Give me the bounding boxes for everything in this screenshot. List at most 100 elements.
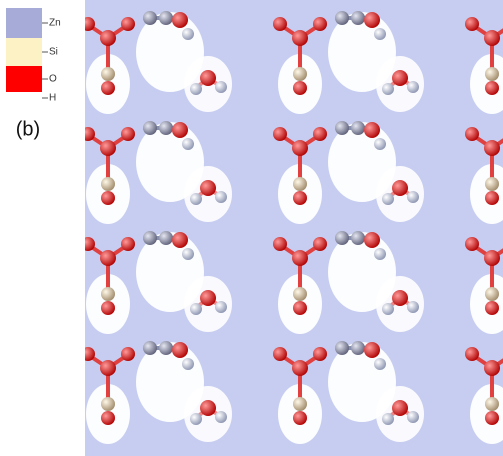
hydrogen bbox=[374, 248, 386, 260]
hydrogen bbox=[374, 138, 386, 150]
hydrogen bbox=[382, 413, 394, 425]
hydrogen bbox=[0, 28, 2, 40]
zinc bbox=[335, 121, 349, 135]
oxygen bbox=[121, 237, 135, 251]
hydrogen bbox=[0, 358, 2, 370]
legend-swatch bbox=[6, 92, 42, 100]
hydrogen bbox=[0, 193, 10, 205]
bond bbox=[16, 408, 28, 416]
oxygen bbox=[200, 70, 216, 86]
zinc bbox=[143, 231, 157, 245]
oxygen bbox=[121, 347, 135, 361]
oxygen bbox=[392, 70, 408, 86]
zinc bbox=[351, 121, 365, 135]
oxygen bbox=[292, 250, 308, 266]
zinc bbox=[143, 341, 157, 355]
zinc bbox=[159, 231, 173, 245]
hydrogen bbox=[0, 413, 10, 425]
silicon bbox=[101, 177, 115, 191]
legend-swatch bbox=[6, 66, 42, 92]
hydrogen bbox=[190, 413, 202, 425]
silicon bbox=[293, 67, 307, 81]
oxygen bbox=[273, 237, 287, 251]
hydrogen bbox=[23, 411, 35, 423]
hydrogen bbox=[23, 301, 35, 313]
oxygen bbox=[85, 17, 95, 31]
hydrogen bbox=[0, 248, 2, 260]
hydrogen bbox=[374, 28, 386, 40]
oxygen bbox=[100, 250, 116, 266]
hydrogen bbox=[23, 191, 35, 203]
oxygen bbox=[172, 122, 188, 138]
oxygen bbox=[392, 400, 408, 416]
oxygen bbox=[101, 301, 115, 315]
silicon bbox=[485, 287, 499, 301]
hydrogen bbox=[215, 411, 227, 423]
hydrogen bbox=[215, 191, 227, 203]
silicon bbox=[101, 397, 115, 411]
silicon bbox=[101, 67, 115, 81]
oxygen bbox=[101, 81, 115, 95]
oxygen bbox=[8, 290, 24, 306]
zinc bbox=[335, 341, 349, 355]
oxygen bbox=[85, 237, 95, 251]
zinc bbox=[335, 11, 349, 25]
silicon bbox=[485, 177, 499, 191]
oxygen bbox=[485, 81, 499, 95]
zinc bbox=[143, 11, 157, 25]
oxygen bbox=[200, 400, 216, 416]
oxygen bbox=[364, 342, 380, 358]
oxygen bbox=[485, 411, 499, 425]
oxygen bbox=[292, 360, 308, 376]
silicon bbox=[485, 397, 499, 411]
cavity bbox=[0, 166, 40, 222]
hydrogen bbox=[215, 81, 227, 93]
oxygen bbox=[364, 232, 380, 248]
bond bbox=[16, 188, 28, 196]
oxygen bbox=[465, 237, 479, 251]
oxygen bbox=[121, 127, 135, 141]
oxygen bbox=[484, 140, 500, 156]
hydrogen bbox=[374, 358, 386, 370]
legend-label: O bbox=[49, 74, 57, 85]
legend: Zn Si OH bbox=[6, 8, 61, 104]
oxygen bbox=[100, 140, 116, 156]
hydrogen bbox=[190, 83, 202, 95]
hydrogen bbox=[407, 411, 419, 423]
legend-label: H bbox=[49, 93, 56, 104]
silicon bbox=[293, 397, 307, 411]
bond bbox=[4, 188, 16, 198]
oxygen bbox=[313, 237, 327, 251]
oxygen bbox=[273, 127, 287, 141]
hydrogen bbox=[382, 83, 394, 95]
oxygen bbox=[313, 127, 327, 141]
silicon bbox=[293, 287, 307, 301]
oxygen bbox=[392, 290, 408, 306]
oxygen bbox=[465, 347, 479, 361]
legend-swatch bbox=[6, 8, 42, 38]
oxygen bbox=[292, 30, 308, 46]
oxygen bbox=[172, 12, 188, 28]
oxygen bbox=[101, 411, 115, 425]
cavity bbox=[0, 232, 12, 312]
oxygen bbox=[485, 191, 499, 205]
hydrogen bbox=[182, 28, 194, 40]
oxygen bbox=[200, 290, 216, 306]
cavity bbox=[0, 122, 12, 202]
oxygen bbox=[172, 342, 188, 358]
cavity bbox=[0, 276, 40, 332]
legend-label: Si bbox=[49, 47, 58, 58]
oxygen bbox=[293, 411, 307, 425]
zinc bbox=[159, 11, 173, 25]
zinc bbox=[351, 341, 365, 355]
bond bbox=[4, 298, 16, 308]
silicon bbox=[485, 67, 499, 81]
zinc bbox=[351, 11, 365, 25]
oxygen bbox=[273, 17, 287, 31]
oxygen bbox=[484, 250, 500, 266]
hydrogen bbox=[215, 301, 227, 313]
zinc bbox=[159, 121, 173, 135]
bond bbox=[16, 298, 28, 306]
